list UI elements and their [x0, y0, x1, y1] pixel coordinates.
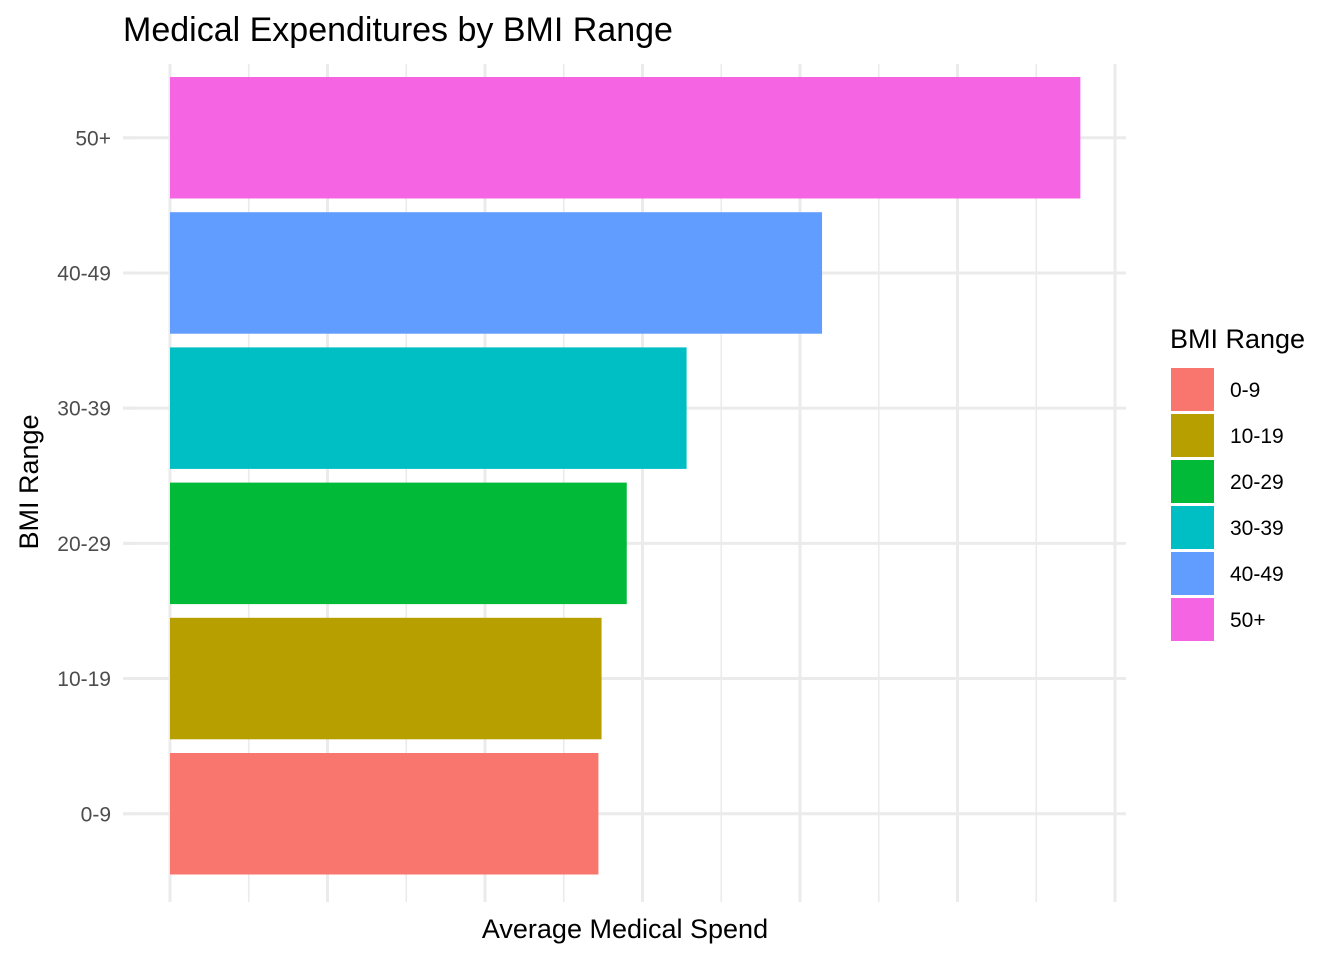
y-axis-ticks: 0-9 10-19 20-29 30-39 40-49 50+	[57, 127, 135, 826]
legend-label-30-39: 30-39	[1230, 517, 1284, 540]
legend-label-10-19: 10-19	[1230, 425, 1284, 448]
y-tick-label-50+: 50+	[75, 127, 111, 150]
legend-label-50+: 50+	[1230, 609, 1266, 632]
bar-10-19	[170, 617, 602, 740]
bar-50+	[170, 77, 1081, 199]
legend-key-40-49	[1171, 552, 1214, 595]
y-tick-label-0-9: 0-9	[81, 803, 111, 826]
y-axis-title: BMI Range	[14, 414, 44, 549]
y-tick-label-40-49: 40-49	[57, 262, 111, 285]
bar-0-9	[170, 753, 599, 875]
bars-layer	[170, 77, 1081, 875]
legend-key-0-9	[1171, 368, 1214, 411]
legend-key-50+	[1171, 598, 1214, 641]
bar-20-29	[170, 482, 627, 605]
y-tick-label-30-39: 30-39	[57, 398, 111, 421]
bar-40-49	[170, 212, 823, 334]
legend-label-0-9: 0-9	[1230, 379, 1260, 402]
bar-30-39	[170, 347, 687, 469]
legend-label-40-49: 40-49	[1230, 563, 1284, 586]
legend: BMI Range 0-9 10-19 20-29 30-39 40-49 50+	[1170, 324, 1305, 641]
legend-key-30-39	[1171, 506, 1214, 549]
legend-label-20-29: 20-29	[1230, 471, 1284, 494]
x-axis-title: Average Medical Spend	[482, 914, 768, 944]
chart-title: Medical Expenditures by BMI Range	[123, 11, 673, 49]
legend-key-10-19	[1171, 414, 1214, 457]
legend-title: BMI Range	[1170, 324, 1305, 354]
y-tick-label-20-29: 20-29	[57, 533, 111, 556]
y-tick-label-10-19: 10-19	[57, 668, 111, 691]
legend-key-20-29	[1171, 460, 1214, 503]
